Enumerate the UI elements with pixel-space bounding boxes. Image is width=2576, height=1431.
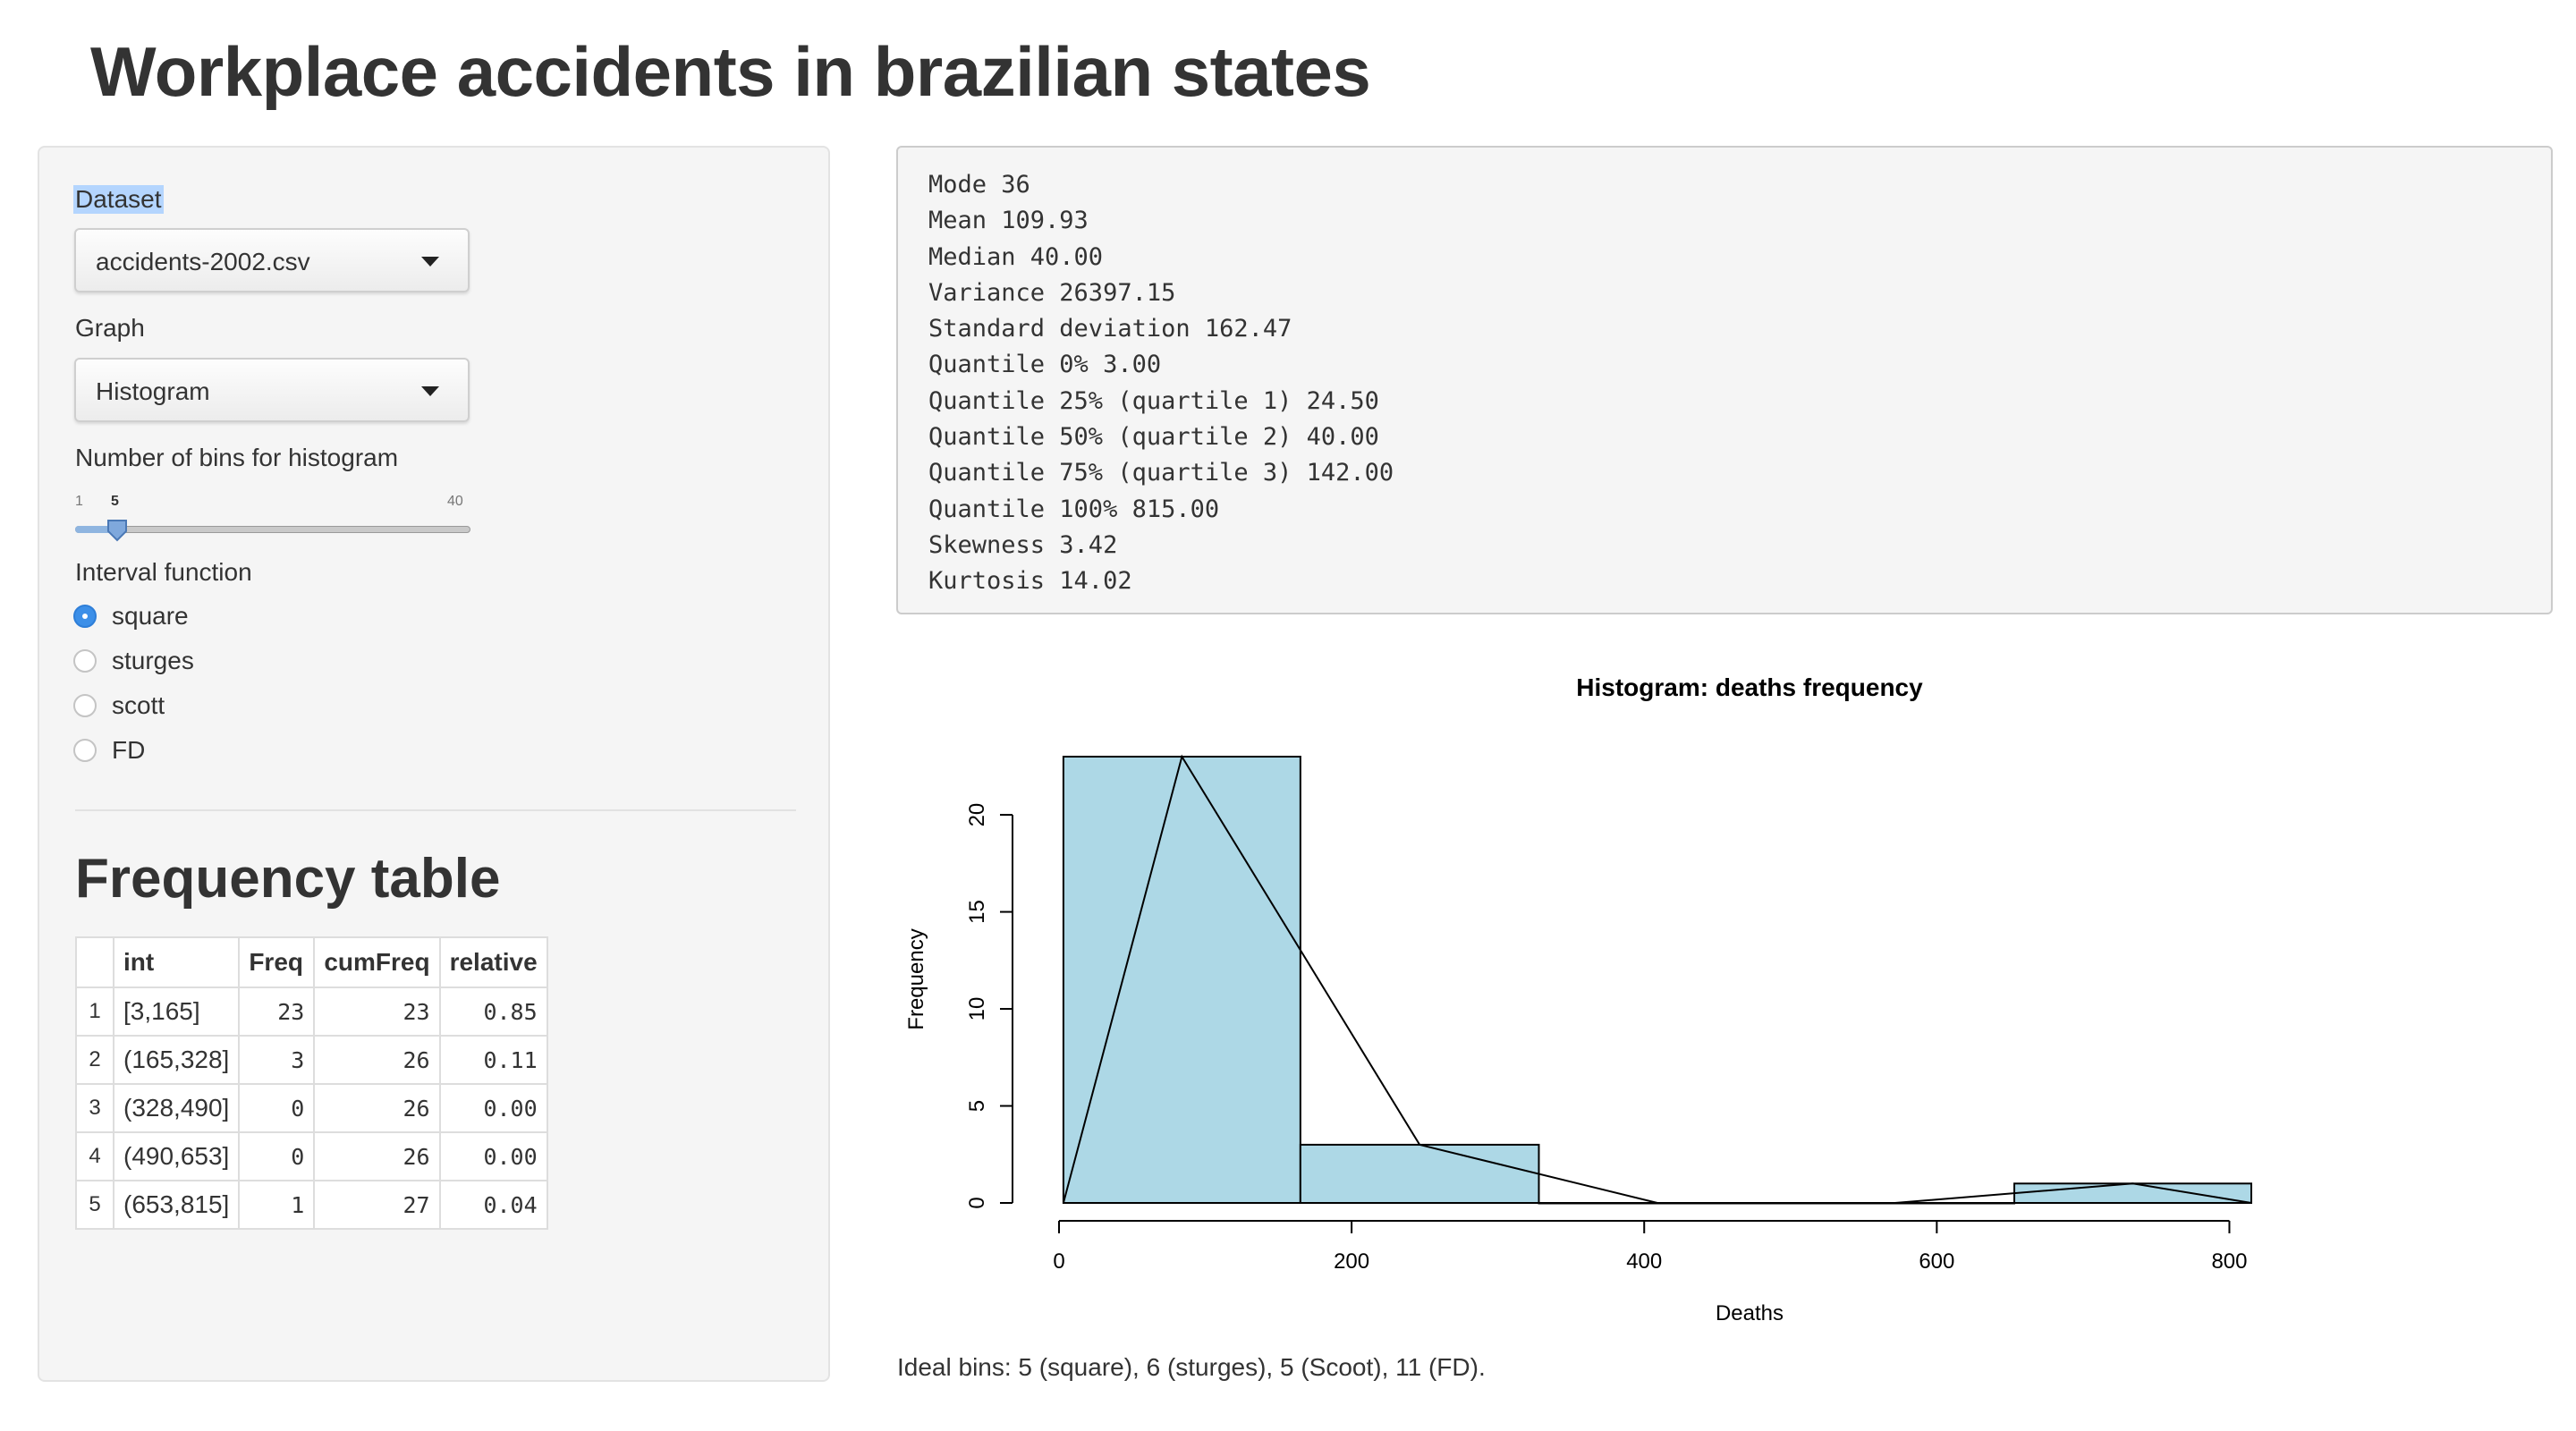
column-header: relative bbox=[438, 936, 548, 988]
graph-select-value: Histogram bbox=[96, 377, 210, 405]
table-cell: 23 bbox=[238, 986, 316, 1037]
radio-button-icon bbox=[73, 605, 97, 628]
page-title: Workplace accidents in brazilian states bbox=[90, 32, 1371, 111]
stat-line: Mode 36 bbox=[928, 171, 1030, 199]
table-cell: (653,815] bbox=[112, 1180, 241, 1230]
radio-label: sturges bbox=[112, 647, 194, 674]
table-header-row: int Freq cumFreq relative bbox=[75, 936, 548, 988]
histogram-bar bbox=[1299, 1143, 1540, 1204]
dataset-select-value: accidents-2002.csv bbox=[96, 248, 310, 275]
table-cell: 26 bbox=[313, 1035, 441, 1085]
bins-slider-handle[interactable] bbox=[106, 519, 129, 542]
radio-button-icon bbox=[73, 649, 97, 673]
divider bbox=[75, 809, 796, 811]
stat-line: Quantile 100% 815.00 bbox=[928, 495, 1220, 523]
y-axis-label: Frequency bbox=[904, 928, 928, 1029]
table-cell: 5 bbox=[75, 1180, 114, 1230]
slider-max-label: 40 bbox=[447, 494, 463, 509]
chart-title: Histogram: deaths frequency bbox=[1576, 673, 1923, 701]
table-cell: [3,165] bbox=[112, 986, 241, 1037]
table-cell: 23 bbox=[313, 986, 441, 1037]
table-row: 4 (490,653] 0 26 0.00 bbox=[75, 1131, 548, 1181]
table-cell: 26 bbox=[313, 1083, 441, 1133]
radio-label: scott bbox=[112, 691, 165, 719]
slider-value-label: 5 bbox=[111, 494, 119, 509]
bins-slider-track[interactable] bbox=[75, 526, 470, 533]
frequency-table: int Freq cumFreq relative 1 [3,165] 23 2… bbox=[75, 936, 548, 1230]
table-row: 3 (328,490] 0 26 0.00 bbox=[75, 1083, 548, 1133]
y-tick-label: 10 bbox=[965, 997, 989, 1021]
bins-slider-fill bbox=[75, 526, 116, 533]
radio-label: FD bbox=[112, 736, 146, 764]
table-cell: 0.00 bbox=[438, 1131, 548, 1181]
table-row: 1 [3,165] 23 23 0.85 bbox=[75, 986, 548, 1037]
table-cell: 3 bbox=[75, 1083, 114, 1133]
slider-min-label: 1 bbox=[75, 494, 83, 509]
stat-line: Kurtosis 14.02 bbox=[928, 567, 1132, 596]
frequency-table-title: Frequency table bbox=[75, 848, 501, 910]
stat-line: Skewness 3.42 bbox=[928, 530, 1118, 559]
chevron-down-icon bbox=[421, 257, 439, 267]
table-cell: 4 bbox=[75, 1131, 114, 1181]
sidebar-panel: Dataset accidents-2002.csv Graph Histogr… bbox=[38, 146, 830, 1382]
stat-line: Quantile 25% (quartile 1) 24.50 bbox=[928, 386, 1379, 415]
graph-label: Graph bbox=[75, 314, 145, 342]
ideal-bins-note: Ideal bins: 5 (square), 6 (sturges), 5 (… bbox=[897, 1353, 1486, 1381]
y-tick-label: 20 bbox=[965, 803, 989, 827]
stat-line: Quantile 75% (quartile 3) 142.00 bbox=[928, 459, 1394, 487]
table-cell: 26 bbox=[313, 1131, 441, 1181]
table-cell: (490,653] bbox=[112, 1131, 241, 1181]
x-tick-label: 400 bbox=[1626, 1249, 1662, 1274]
dataset-label: Dataset bbox=[73, 185, 164, 214]
stat-line: Variance 26397.15 bbox=[928, 278, 1176, 307]
column-header: cumFreq bbox=[313, 936, 441, 988]
stat-line: Median 40.00 bbox=[928, 242, 1104, 271]
stat-line: Quantile 0% 3.00 bbox=[928, 351, 1162, 379]
table-cell: 2 bbox=[75, 1035, 114, 1085]
table-cell: 1 bbox=[238, 1180, 316, 1230]
x-tick-label: 200 bbox=[1334, 1249, 1369, 1274]
radio-label: square bbox=[112, 602, 189, 630]
dataset-select[interactable]: accidents-2002.csv bbox=[74, 228, 470, 292]
stat-line: Mean 109.93 bbox=[928, 207, 1089, 235]
column-header bbox=[75, 936, 114, 988]
table-cell: 3 bbox=[238, 1035, 316, 1085]
table-cell: 27 bbox=[313, 1180, 441, 1230]
column-header: int bbox=[112, 936, 241, 988]
histogram-bar bbox=[1062, 756, 1301, 1204]
y-tick-label: 0 bbox=[965, 1197, 989, 1208]
table-cell: 0.00 bbox=[438, 1083, 548, 1133]
x-axis-label: Deaths bbox=[1716, 1301, 1784, 1325]
table-cell: 0.11 bbox=[438, 1035, 548, 1085]
table-cell: 0.04 bbox=[438, 1180, 548, 1230]
table-cell: 0.85 bbox=[438, 986, 548, 1037]
table-cell: 0 bbox=[238, 1083, 316, 1133]
frequency-polygon-line bbox=[1062, 754, 2252, 1204]
stat-line: Quantile 50% (quartile 2) 40.00 bbox=[928, 423, 1379, 452]
stat-line: Standard deviation 162.47 bbox=[928, 315, 1292, 343]
table-row: 5 (653,815] 1 27 0.04 bbox=[75, 1180, 548, 1230]
interval-label: Interval function bbox=[75, 558, 252, 586]
radio-button-icon bbox=[73, 739, 97, 762]
y-tick-label: 15 bbox=[965, 900, 989, 924]
radio-button-icon bbox=[73, 694, 97, 717]
table-row: 2 (165,328] 3 26 0.11 bbox=[75, 1035, 548, 1085]
bins-label: Number of bins for histogram bbox=[75, 444, 399, 471]
table-cell: 1 bbox=[75, 986, 114, 1037]
histogram-bar bbox=[2013, 1182, 2252, 1204]
x-tick-label: 0 bbox=[1053, 1249, 1064, 1274]
chevron-down-icon bbox=[421, 386, 439, 396]
column-header: Freq bbox=[238, 936, 316, 988]
summary-statistics-output: Mode 36 Mean 109.93 Median 40.00 Variance 2… bbox=[896, 146, 2553, 614]
table-cell: (328,490] bbox=[112, 1083, 241, 1133]
x-tick-label: 800 bbox=[2211, 1249, 2247, 1274]
table-cell: 0 bbox=[238, 1131, 316, 1181]
y-tick-label: 5 bbox=[965, 1100, 989, 1112]
graph-select[interactable]: Histogram bbox=[74, 358, 470, 422]
x-tick-label: 600 bbox=[1919, 1249, 1954, 1274]
table-cell: (165,328] bbox=[112, 1035, 241, 1085]
